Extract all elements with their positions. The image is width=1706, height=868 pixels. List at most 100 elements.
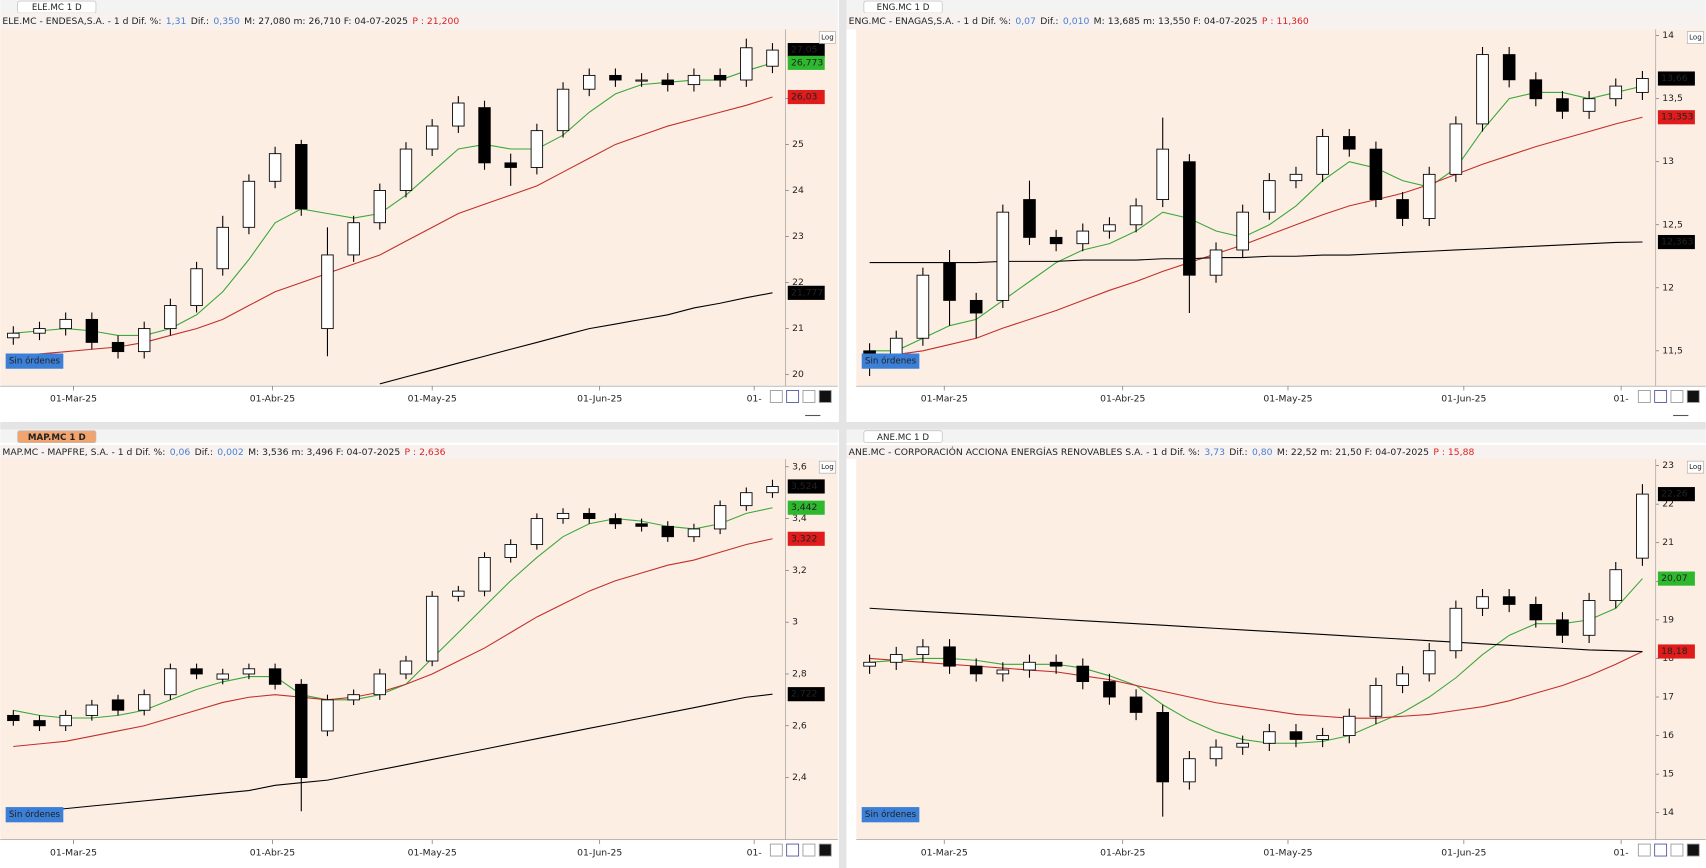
toolbar-icon[interactable] — [1670, 843, 1684, 857]
toolbar-icon[interactable] — [1654, 843, 1668, 857]
candle-body — [1502, 596, 1516, 605]
price-tag-label: 27,05 — [791, 45, 818, 56]
y-tick-label: 13,5 — [1662, 93, 1683, 104]
toolbar-icon[interactable] — [1670, 390, 1684, 403]
candle-body — [1183, 758, 1196, 783]
candle-body — [1236, 211, 1249, 251]
x-tick-label: 01- — [747, 847, 762, 858]
toolbar-icon[interactable] — [786, 390, 800, 403]
orders-button[interactable] — [5, 353, 64, 369]
candle-body — [713, 74, 727, 81]
splitter — [838, 0, 847, 868]
tab-bar — [846, 0, 1706, 14]
candle-body — [889, 654, 903, 663]
info-field: 0,350 — [213, 16, 240, 27]
splitter — [0, 422, 1706, 430]
y-tick-label: 21 — [792, 323, 804, 334]
y-tick-label: 12,5 — [1662, 219, 1683, 230]
price-tag — [787, 285, 825, 300]
tab-label: ANE.MC 1 D — [877, 433, 929, 443]
candle-body — [740, 492, 753, 507]
toolbar-icon[interactable] — [786, 843, 800, 857]
candle-body — [969, 299, 983, 314]
orders-button[interactable] — [861, 353, 920, 369]
candle-body — [7, 332, 20, 339]
price-tag-label: 3,442 — [791, 502, 817, 513]
info-field: 0,06 — [170, 446, 191, 457]
tab-bar — [0, 429, 838, 443]
toolbar-icon[interactable] — [769, 843, 783, 857]
tab-label: ENG.MC 1 D — [877, 3, 930, 13]
info-field: ELE.MC - ENDESA,S.A. - 1 d Dif. %: — [2, 16, 161, 27]
x-tick-label: 01- — [1614, 847, 1629, 858]
info-field: 1,31 — [166, 16, 187, 27]
candle-body — [59, 714, 72, 727]
orders-button[interactable] — [5, 807, 64, 823]
log-label[interactable]: Log — [821, 33, 834, 42]
candle-body — [478, 556, 491, 592]
info-field: M: 22,52 m: 21,50 F: 04-07-2025 — [1277, 446, 1429, 457]
toolbar-icon[interactable] — [1654, 390, 1668, 403]
candle-body — [1556, 619, 1569, 636]
log-button[interactable] — [1686, 31, 1704, 44]
info-field: P : 15,88 — [1433, 446, 1474, 457]
candle-body — [1289, 731, 1303, 740]
info-field: 0,002 — [217, 446, 243, 457]
x-tick-label: 01-Mar-25 — [50, 394, 97, 405]
toolbar-icon[interactable] — [818, 390, 832, 403]
candle-body — [452, 102, 465, 127]
x-tick-label: 01-Mar-25 — [50, 847, 97, 858]
candle-body — [1263, 731, 1276, 744]
candle-body — [452, 590, 465, 597]
candle-body — [111, 699, 125, 711]
toolbar-icon[interactable] — [1637, 843, 1651, 857]
candle-body — [1422, 650, 1436, 675]
moving-average — [379, 292, 773, 385]
candle-body — [863, 661, 876, 667]
log-label[interactable]: Log — [821, 462, 834, 471]
x-tick-label: 01-Abr-25 — [1100, 394, 1145, 405]
toolbar-icon[interactable] — [1686, 843, 1700, 857]
candle-body — [1636, 493, 1649, 559]
toolbar-icon[interactable] — [1637, 390, 1651, 403]
orders-label[interactable]: Sin órdenes — [865, 356, 917, 367]
x-tick-label: 01-Jun-25 — [577, 394, 622, 405]
candle-body — [138, 694, 151, 711]
orders-button[interactable] — [861, 807, 920, 823]
info-field: Dif.: — [1229, 446, 1247, 457]
candle-body — [425, 125, 439, 150]
log-button[interactable] — [818, 31, 836, 44]
toolbar-icon[interactable] — [1686, 390, 1700, 403]
log-button[interactable] — [1686, 460, 1704, 474]
orders-label[interactable]: Sin órdenes — [9, 809, 61, 820]
toolbar-icon[interactable] — [802, 843, 816, 857]
candle-body — [1023, 661, 1036, 671]
y-tick-label: 3,6 — [792, 461, 807, 472]
toolbar-icon[interactable] — [818, 843, 832, 857]
orders-label[interactable]: Sin órdenes — [9, 356, 61, 367]
y-tick-label: 24 — [792, 185, 804, 196]
candle-body — [504, 544, 517, 558]
y-tick-label: 16 — [1662, 730, 1674, 741]
info-text: ANE.MC - CORPORACIÓN ACCIONA ENERGÍAS RE… — [849, 445, 1475, 457]
candle-body — [268, 668, 282, 685]
toolbar-icon[interactable] — [802, 390, 816, 403]
tab-bar — [0, 0, 838, 14]
candle-body — [1609, 569, 1623, 602]
candle-body — [1476, 54, 1489, 125]
toolbar-icon[interactable] — [769, 390, 783, 403]
candle-body — [504, 162, 517, 168]
x-tick-label: 01- — [1614, 394, 1629, 405]
candle-body — [295, 683, 308, 778]
y-tick-label: 3 — [792, 617, 798, 628]
log-label[interactable]: Log — [1689, 462, 1702, 471]
candle-body — [399, 148, 413, 191]
log-label[interactable]: Log — [1689, 33, 1702, 42]
orders-label[interactable]: Sin órdenes — [865, 809, 917, 820]
log-button[interactable] — [818, 460, 836, 474]
price-tag-label: 12,363 — [1661, 237, 1693, 248]
x-tick-label: 01-May-25 — [408, 847, 457, 858]
x-tick-label: 01-Jun-25 — [577, 847, 622, 858]
